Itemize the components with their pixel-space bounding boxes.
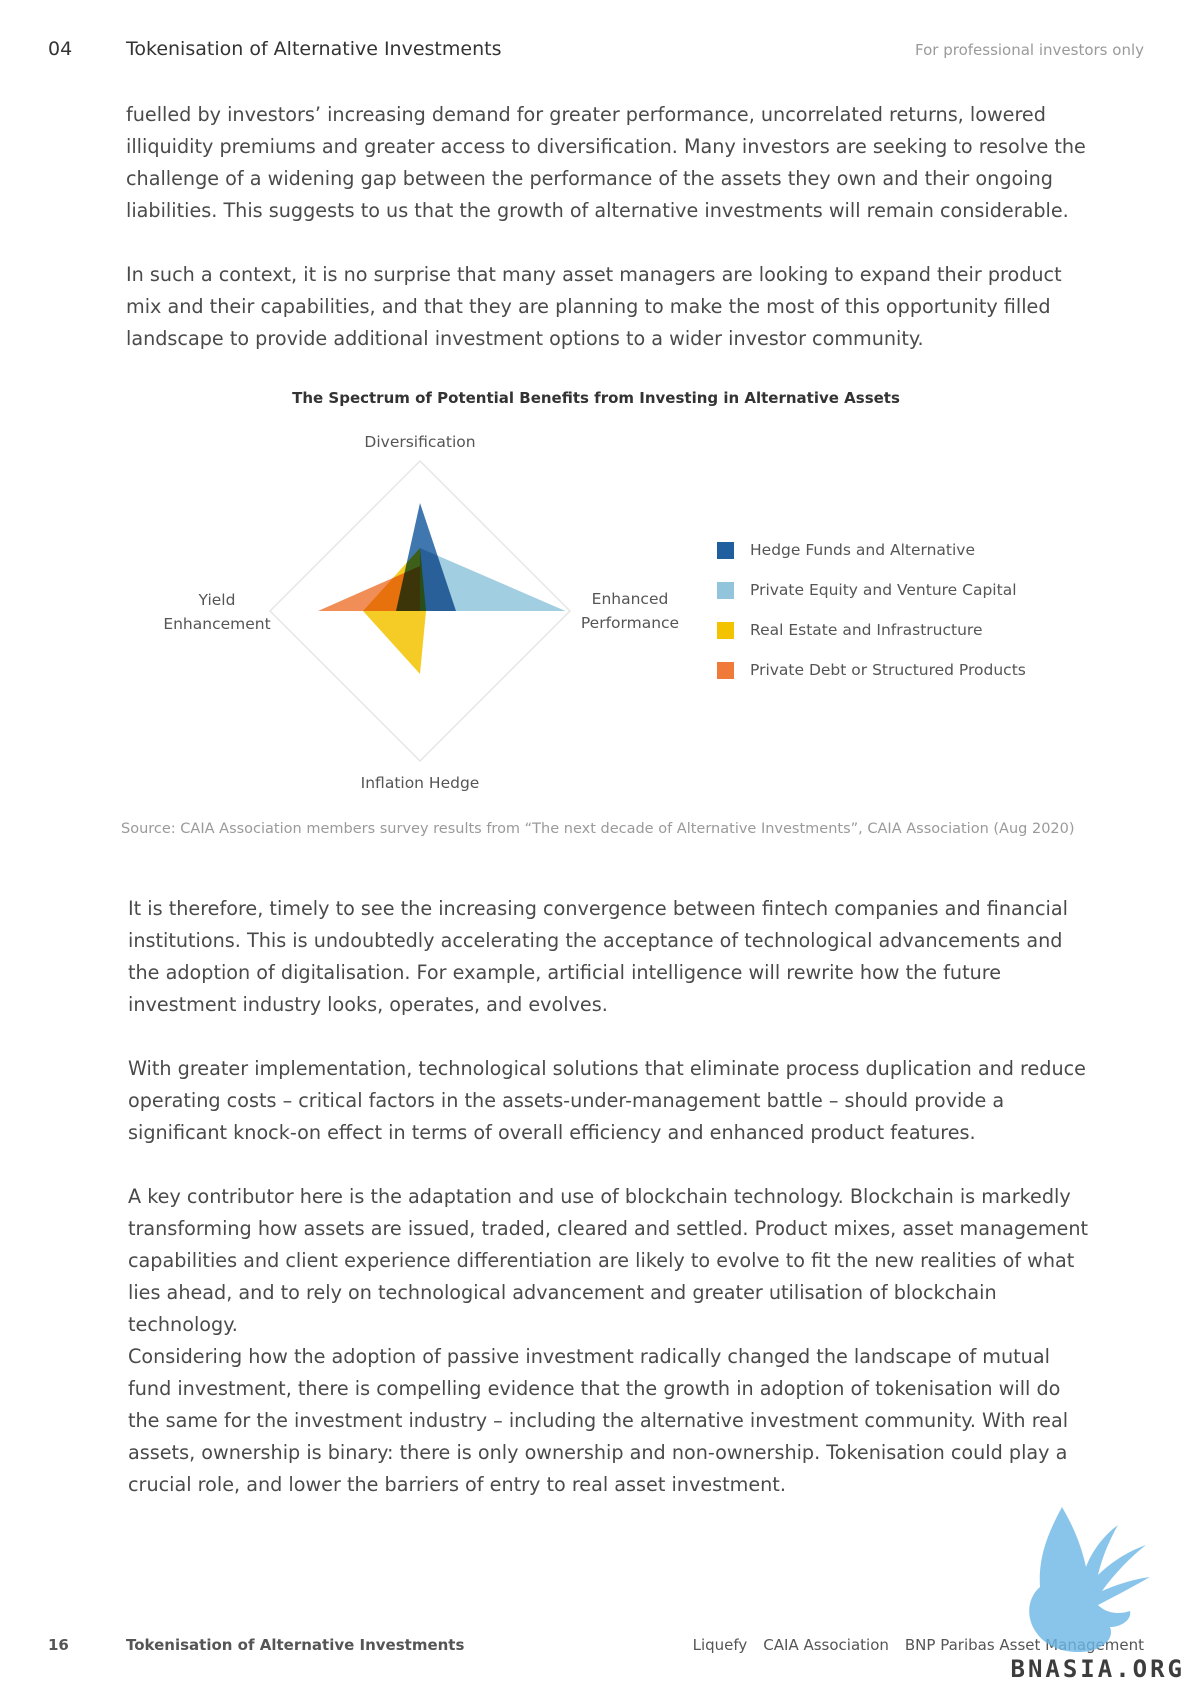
legend-swatch [717,621,734,639]
audience-note: For professional investors only [915,41,1144,59]
axis-label-diversification: Diversification [364,433,475,451]
watermark-logo: ABNASIA.ORG [1010,1507,1185,1681]
legend-item-private-equity: Private Equity and Venture Capital [717,570,1026,610]
paragraph-4: With greater implementation, technologic… [128,1057,1086,1144]
paragraph-1: fuelled by investors’ increasing demand … [126,103,1086,222]
legend-label: Real Estate and Infrastructure [750,621,983,639]
paragraph-5: A key contributor here is the adaptation… [128,1185,1089,1336]
axis-label-enhanced-performance: Enhanced Performance [581,590,679,632]
legend-swatch [717,541,734,559]
radar-frame [268,459,572,763]
legend-item-real-estate: Real Estate and Infrastructure [717,610,1026,650]
axis-label-inflation-hedge: Inflation Hedge [361,774,480,792]
paragraph-2: In such a context, it is no surprise tha… [126,263,1062,350]
partner-liquefy: Liquefy [692,1636,748,1654]
watermark-text: ABNASIA.ORG [1010,1655,1185,1681]
page-number: 16 [48,1636,69,1654]
chart-legend: Hedge Funds and Alternative Private Equi… [717,530,1026,690]
legend-label: Private Equity and Venture Capital [750,581,1017,599]
chart-source: Source: CAIA Association members survey … [121,821,1075,837]
document-title: Tokenisation of Alternative Investments [126,38,502,60]
footer-title: Tokenisation of Alternative Investments [126,1636,465,1654]
radar-chart: Diversification Enhanced Performance Inflat… [163,433,679,792]
legend-label: Hedge Funds and Alternative [750,541,976,559]
paragraph-6: Considering how the adoption of passive … [128,1345,1069,1496]
legend-item-private-debt: Private Debt or Structured Products [717,650,1026,690]
partner-caia: CAIA Association [763,1636,889,1654]
paragraph-3: It is therefore, timely to see the incre… [128,897,1068,1016]
radar-series-2 [420,548,566,611]
section-number: 04 [48,38,73,60]
chart-title: The Spectrum of Potential Benefits from … [292,389,900,407]
watermark-bird-icon [1029,1507,1150,1653]
legend-item-hedge-funds: Hedge Funds and Alternative [717,530,1026,570]
legend-swatch [717,581,734,599]
axis-label-yield-enhancement: Yield Enhancement [163,591,270,633]
legend-swatch [717,661,734,679]
radar-series-4 [318,566,420,611]
legend-label: Private Debt or Structured Products [750,661,1026,679]
